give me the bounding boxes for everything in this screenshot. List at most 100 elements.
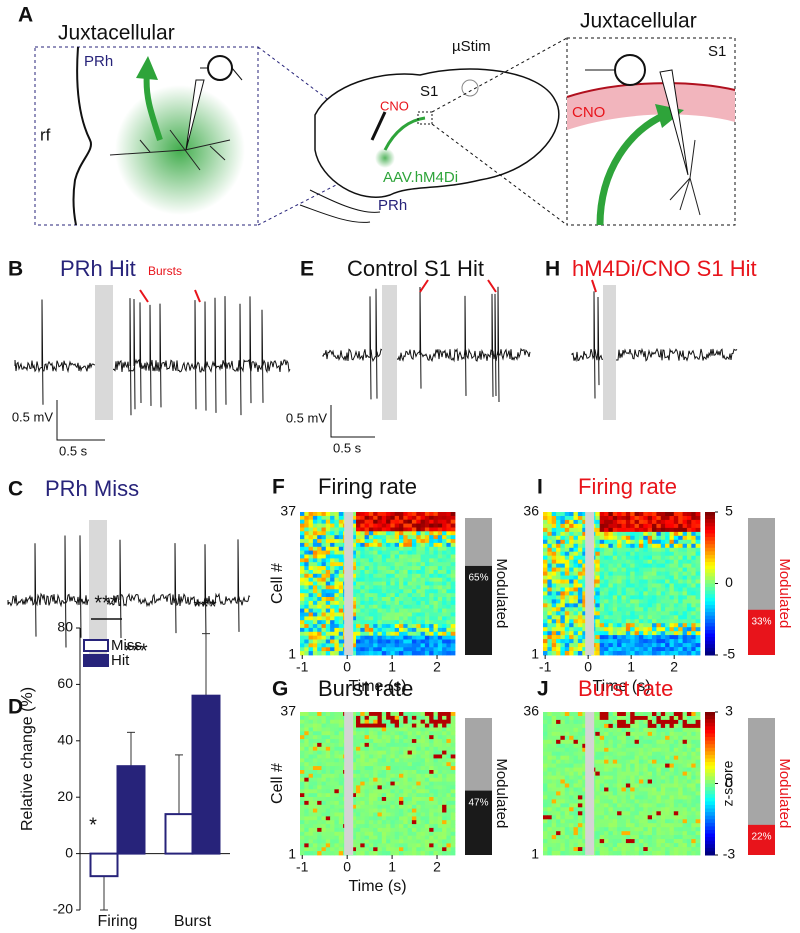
heatmap-cell bbox=[394, 731, 400, 736]
heatmap-cell bbox=[695, 755, 701, 761]
heatmap-cell bbox=[569, 519, 574, 525]
heatmap-cell bbox=[416, 739, 421, 744]
heatmap-cell bbox=[647, 651, 653, 656]
heatmap-cell bbox=[695, 651, 701, 656]
heatmap-cell bbox=[543, 627, 548, 632]
heatmap-cell bbox=[368, 789, 374, 794]
heatmap-cell bbox=[321, 639, 327, 644]
heatmap-cell bbox=[433, 616, 439, 621]
heatmap-cell bbox=[416, 789, 421, 794]
heatmap-cell bbox=[364, 808, 370, 813]
heatmap-cell bbox=[312, 616, 318, 621]
heatmap-cell bbox=[573, 619, 579, 624]
heatmap-cell bbox=[399, 627, 404, 633]
heatmap-cell bbox=[360, 797, 365, 802]
heatmap-cell bbox=[577, 643, 583, 648]
heatmap-cell bbox=[321, 773, 327, 779]
heatmap-cell bbox=[373, 789, 378, 794]
heatmap-cell bbox=[334, 577, 340, 582]
x-tick-label: 1 bbox=[627, 659, 635, 675]
heatmap-cell bbox=[682, 735, 688, 741]
heatmap-cell bbox=[334, 739, 340, 744]
heatmap-cell bbox=[625, 643, 631, 648]
heatmap-cell bbox=[682, 516, 688, 521]
heatmap-cell bbox=[308, 515, 314, 521]
heatmap-cell bbox=[695, 516, 701, 521]
heatmap-cell bbox=[573, 719, 579, 725]
heatmap-cell bbox=[386, 731, 391, 736]
heatmap-cell bbox=[450, 727, 456, 732]
heatmap-cell bbox=[652, 783, 657, 788]
heatmap-cell bbox=[312, 604, 318, 610]
heatmap-cell bbox=[360, 612, 365, 617]
heatmap-cell bbox=[647, 595, 653, 600]
heatmap-cell bbox=[665, 735, 670, 741]
heatmap-cell bbox=[442, 577, 447, 582]
heatmap-cell bbox=[643, 795, 649, 800]
heatmap-cell bbox=[377, 781, 383, 786]
heatmap-cell bbox=[308, 742, 314, 748]
heatmap-cell bbox=[411, 577, 417, 582]
heatmap-cell bbox=[660, 595, 666, 600]
heatmap-cell bbox=[599, 559, 605, 565]
heatmap-cell bbox=[682, 627, 688, 632]
heatmap-cell bbox=[399, 831, 404, 837]
heatmap-cell bbox=[691, 719, 697, 725]
heatmap-cell bbox=[442, 608, 447, 613]
heatmap-cell bbox=[377, 762, 383, 767]
heatmap-cell bbox=[420, 812, 426, 817]
heatmap-cell bbox=[429, 835, 434, 840]
heatmap-cell bbox=[450, 539, 456, 544]
heatmap-cell bbox=[390, 808, 396, 813]
heatmap-cell bbox=[386, 631, 391, 637]
heatmap-cell bbox=[560, 567, 566, 572]
heatmap-cell bbox=[638, 727, 644, 733]
heatmap-cell bbox=[673, 767, 679, 772]
heatmap-cell bbox=[577, 615, 583, 620]
heatmap-cell bbox=[399, 585, 404, 590]
heatmap-cell bbox=[577, 783, 583, 788]
heatmap-cell bbox=[420, 523, 426, 528]
heatmap-cell bbox=[656, 555, 662, 561]
heatmap-cell bbox=[638, 607, 644, 612]
heatmap-cell bbox=[399, 600, 404, 606]
heatmap-cell bbox=[334, 608, 340, 613]
spike bbox=[34, 543, 37, 637]
heatmap-cell bbox=[617, 759, 622, 765]
heatmap-cell bbox=[429, 570, 434, 575]
heatmap-cell bbox=[450, 600, 456, 606]
heatmap-cell bbox=[368, 820, 374, 825]
heatmap-cell bbox=[595, 627, 601, 632]
heatmap-cell bbox=[634, 719, 640, 725]
heatmap-cell bbox=[399, 570, 404, 575]
heatmap-cell bbox=[330, 546, 335, 552]
heatmap-cell bbox=[377, 812, 383, 817]
heatmap-cell bbox=[543, 575, 548, 580]
heatmap-cell bbox=[399, 550, 404, 555]
heatmap-cell bbox=[407, 800, 413, 806]
heatmap-cell bbox=[678, 619, 683, 624]
heatmap-cell bbox=[390, 631, 396, 637]
heatmap-cell bbox=[377, 804, 383, 810]
heatmap-cell bbox=[446, 593, 452, 598]
heatmap-cell bbox=[647, 563, 653, 568]
heatmap-cell bbox=[630, 787, 635, 792]
heatmap-cell bbox=[338, 523, 344, 528]
colorbar-cell bbox=[705, 547, 715, 552]
heatmap-cell bbox=[647, 775, 653, 780]
heatmap-cell bbox=[695, 611, 701, 616]
heatmap-cell bbox=[551, 599, 557, 604]
heatmap-cell bbox=[338, 531, 344, 536]
heatmap-cell bbox=[573, 779, 579, 784]
zoom-line bbox=[257, 46, 396, 151]
heatmap-cell bbox=[608, 723, 614, 729]
heatmap-cell bbox=[551, 519, 557, 525]
heatmap-cell bbox=[604, 712, 609, 717]
heatmap-cell bbox=[368, 793, 374, 798]
heatmap-cell bbox=[547, 643, 553, 648]
heatmap-cell bbox=[390, 824, 396, 829]
heatmap-cell bbox=[678, 747, 683, 753]
heatmap-cell bbox=[334, 631, 340, 637]
heatmap-cell bbox=[399, 770, 404, 775]
heatmap-cell bbox=[300, 777, 305, 782]
